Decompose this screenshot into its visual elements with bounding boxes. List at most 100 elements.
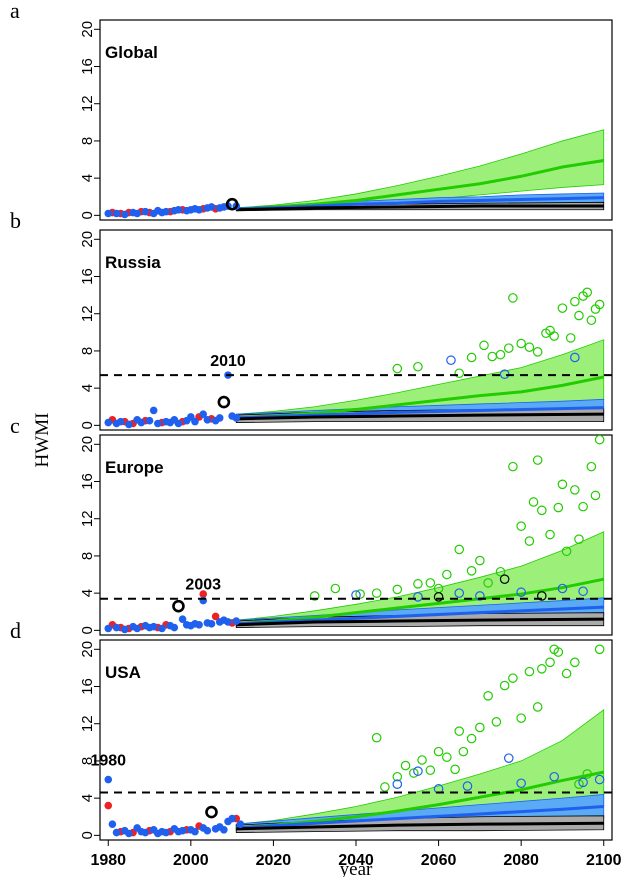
blue-open-point: [594, 774, 605, 785]
y-tick-label: 4: [79, 589, 96, 597]
x-tick-label: 1980: [90, 852, 126, 869]
obs-blue-point: [116, 417, 125, 426]
black-open-point: [499, 574, 510, 584]
event-year-annotation: 2010: [210, 353, 246, 370]
panel-europe: c Europe 0 4 8 12 16 20 2003: [10, 413, 613, 636]
green-open-point: [355, 589, 365, 599]
y-tick-label: 12: [79, 305, 96, 322]
x-tick-label: 2020: [256, 852, 292, 869]
green-open-point: [508, 461, 518, 472]
blue-open-point: [557, 583, 568, 594]
green-open-point: [524, 666, 535, 677]
obs-blue-point: [215, 414, 224, 422]
obs-blue-point: [220, 825, 228, 834]
obs-blue-point: [228, 814, 236, 823]
black-median-line: [236, 412, 604, 421]
obs-blue-point: [120, 210, 129, 219]
plot-frame: [99, 229, 613, 431]
y-tick-label: 20: [79, 231, 96, 248]
green-open-point: [371, 732, 382, 743]
y-tick-label: 20: [79, 21, 96, 38]
green-open-point: [392, 363, 403, 374]
panel-usa: d USA 0 4 8 12 16 20 1980 2000 2020 2040 2060 2080 210…: [10, 618, 621, 869]
y-tick-label: 4: [79, 174, 96, 182]
green-open-point: [454, 368, 465, 379]
plot-area: [100, 644, 612, 838]
observed-max-ring: [205, 805, 218, 819]
obs-red-point: [211, 612, 220, 621]
green-open-point: [508, 673, 518, 683]
plot-frame: [99, 434, 613, 636]
obs-blue-point: [207, 203, 216, 211]
green-open-point: [565, 333, 576, 343]
green-open-point: [570, 296, 580, 307]
obs-blue-point: [207, 620, 216, 628]
x-tick-label: 2040: [338, 852, 374, 869]
blue-open-point: [516, 778, 526, 789]
y-tick-label: 12: [79, 510, 96, 527]
green-open-point: [524, 342, 535, 353]
green-open-point: [425, 765, 436, 776]
region-label: USA: [105, 663, 141, 682]
green-open-point: [553, 647, 564, 657]
green-open-point: [545, 325, 555, 336]
green-open-point: [582, 769, 593, 779]
obs-blue-point: [104, 418, 113, 427]
event-year-annotation: 1980: [90, 753, 126, 770]
green-open-point: [392, 584, 403, 595]
obs-blue-point: [191, 827, 199, 836]
green-open-point: [309, 591, 320, 601]
obs-blue-point: [162, 828, 170, 837]
obs-blue-point: [224, 618, 232, 626]
obs-blue-point: [108, 820, 117, 828]
y-tick-label: 16: [79, 473, 96, 490]
blue-open-point: [516, 587, 526, 598]
green-open-point: [466, 352, 477, 363]
y-axis-title: HWMI: [32, 413, 53, 468]
obs-blue-point: [104, 624, 113, 633]
obs-blue-point: [145, 416, 154, 425]
green-open-point: [574, 534, 584, 544]
obs-blue-point: [178, 615, 187, 623]
panel-global: a Global 0 4 8 12 16 20: [10, 0, 613, 221]
panel-letter: d: [10, 618, 21, 643]
y-tick-label: 0: [79, 626, 96, 634]
y-tick-label: 8: [79, 137, 96, 145]
obs-blue-point: [162, 207, 170, 216]
green-open-point: [417, 755, 427, 765]
plot-area: [100, 435, 612, 634]
green-open-point: [508, 293, 518, 303]
obs-blue-point: [195, 620, 203, 629]
obs-blue-point: [195, 205, 203, 214]
x-tick-label: 2080: [503, 852, 539, 869]
y-tick-label: 8: [79, 757, 96, 765]
green-open-point: [549, 331, 559, 341]
y-tick-label: 0: [79, 831, 96, 839]
blue-open-point: [549, 771, 559, 782]
green-open-point: [586, 315, 597, 326]
green-open-point: [425, 578, 436, 588]
obs-blue-point: [158, 624, 166, 633]
obs-blue-point: [141, 828, 150, 837]
green-open-point: [570, 657, 580, 668]
green-open-point: [491, 717, 502, 727]
obs-blue-point: [178, 826, 187, 835]
blue-open-point: [413, 592, 423, 602]
green-open-point: [413, 361, 423, 372]
y-tick-label: 8: [79, 552, 96, 560]
green-open-point: [400, 760, 411, 771]
green-open-point: [413, 579, 423, 589]
panel-letter: b: [10, 208, 21, 233]
y-tick-label: 0: [79, 211, 96, 219]
obs-blue-point: [191, 417, 199, 426]
y-tick-label: 16: [79, 58, 96, 75]
green-open-point: [516, 338, 526, 349]
obs-blue-point: [232, 414, 241, 422]
y-tick-label: 16: [79, 678, 96, 695]
obs-blue-point: [104, 775, 113, 784]
obs-blue-point: [232, 617, 241, 625]
green-open-point: [528, 497, 539, 507]
observed-max-ring: [217, 395, 231, 409]
green-open-point: [557, 479, 568, 490]
